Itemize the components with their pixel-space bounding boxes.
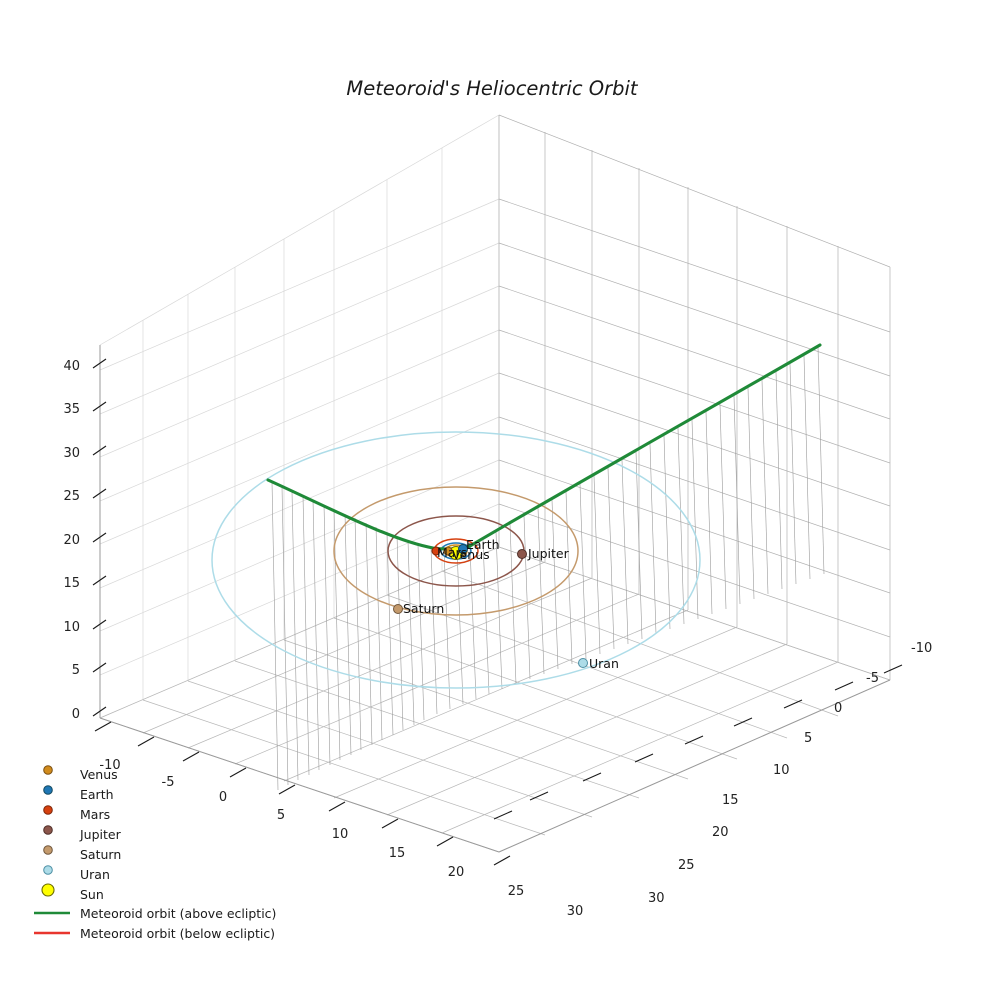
axis-spines <box>99 345 891 853</box>
label-uran: Uran <box>589 656 619 671</box>
saturn-marker-icon <box>43 845 53 855</box>
marker-saturn <box>393 604 403 614</box>
x-tick-5: 5 <box>277 808 285 823</box>
z-tick-25: 25 <box>63 489 80 504</box>
label-jupiter: Jupiter <box>527 546 570 561</box>
y-tick-10: 10 <box>773 763 790 778</box>
x-tick-25: 25 <box>508 884 525 899</box>
y-axis: -10 -5 0 5 10 15 20 25 30 <box>493 641 932 906</box>
x-axis: -10 -5 0 5 10 15 20 25 30 <box>94 721 584 919</box>
back-wall-right <box>498 114 891 681</box>
y-tick-20: 20 <box>712 825 729 840</box>
z-tick-40: 40 <box>63 359 80 374</box>
legend-item-jupiter[interactable]: Jupiter <box>43 825 122 842</box>
meteoroid-trajectory <box>266 343 822 551</box>
label-mars: Mars <box>437 545 467 560</box>
legend-item-uran[interactable]: Uran <box>43 865 110 882</box>
legend-item-earth[interactable]: Earth <box>43 785 114 802</box>
y-tick-0: 0 <box>834 701 842 716</box>
legend-label: Saturn <box>80 847 121 862</box>
z-tick-5: 5 <box>72 663 80 678</box>
legend-label: Uran <box>80 867 110 882</box>
orbit-uran <box>211 431 701 689</box>
legend-item-mars[interactable]: Mars <box>43 805 110 822</box>
z-tick-10: 10 <box>63 620 80 635</box>
y-tick--10: -10 <box>911 641 932 656</box>
z-axis: 0 5 10 15 20 25 30 35 40 <box>63 358 107 722</box>
legend-label: Jupiter <box>79 827 122 842</box>
planet-markers: Mars Venus Earth Jupiter Saturn Uran <box>393 537 619 671</box>
mars-marker-icon <box>43 805 53 815</box>
legend-label: Earth <box>80 787 114 802</box>
meteoroid-above-ecliptic <box>266 343 822 551</box>
back-wall-left <box>99 114 500 719</box>
legend-label: Meteoroid orbit (below ecliptic) <box>80 926 275 941</box>
legend-item-venus[interactable]: Venus <box>43 765 118 782</box>
z-tick-15: 15 <box>63 576 80 591</box>
legend-item-sun[interactable]: Sun <box>41 883 104 902</box>
legend-label: Sun <box>80 887 104 902</box>
venus-marker-icon <box>43 765 53 775</box>
marker-venus <box>443 546 453 556</box>
z-tick-35: 35 <box>63 402 80 417</box>
legend-label: Venus <box>80 767 118 782</box>
label-earth: Earth <box>466 537 500 552</box>
earth-marker-icon <box>43 785 53 795</box>
uran-marker-icon <box>43 865 53 875</box>
z-tick-0: 0 <box>72 707 80 722</box>
label-venus: Venus <box>452 547 490 562</box>
marker-earth <box>458 544 468 554</box>
x-tick-30: 30 <box>567 904 584 919</box>
x-tick--10: -10 <box>99 758 120 773</box>
y-tick-15: 15 <box>722 793 739 808</box>
y-tick-25: 25 <box>678 858 695 873</box>
legend-item-meteoroid-above[interactable]: Meteoroid orbit (above ecliptic) <box>34 906 276 921</box>
z-tick-20: 20 <box>63 533 80 548</box>
marker-uran <box>578 658 588 668</box>
y-tick--5: -5 <box>866 671 879 686</box>
x-tick-20: 20 <box>448 865 465 880</box>
x-tick-15: 15 <box>389 846 406 861</box>
legend-item-meteoroid-below[interactable]: Meteoroid orbit (below ecliptic) <box>34 926 275 941</box>
z-tick-30: 30 <box>63 446 80 461</box>
x-tick-10: 10 <box>332 827 349 842</box>
label-saturn: Saturn <box>403 601 444 616</box>
x-tick-0: 0 <box>219 790 227 805</box>
legend: Venus Earth Mars Jupiter Saturn Uran <box>34 765 276 941</box>
jupiter-marker-icon <box>43 825 53 835</box>
marker-mars <box>431 546 441 556</box>
orbit-saturn <box>333 486 579 616</box>
x-tick--5: -5 <box>162 775 175 790</box>
sun-marker-icon <box>41 883 55 897</box>
marker-jupiter <box>517 549 527 559</box>
y-tick-5: 5 <box>804 731 812 746</box>
floor-grid <box>99 546 891 853</box>
meteoroid-droplines <box>271 346 825 791</box>
page-title: Meteoroid's Heliocentric Orbit <box>346 77 639 100</box>
y-tick-30: 30 <box>648 891 665 906</box>
legend-item-saturn[interactable]: Saturn <box>43 845 122 862</box>
legend-label: Meteoroid orbit (above ecliptic) <box>80 906 276 921</box>
legend-label: Mars <box>80 807 110 822</box>
